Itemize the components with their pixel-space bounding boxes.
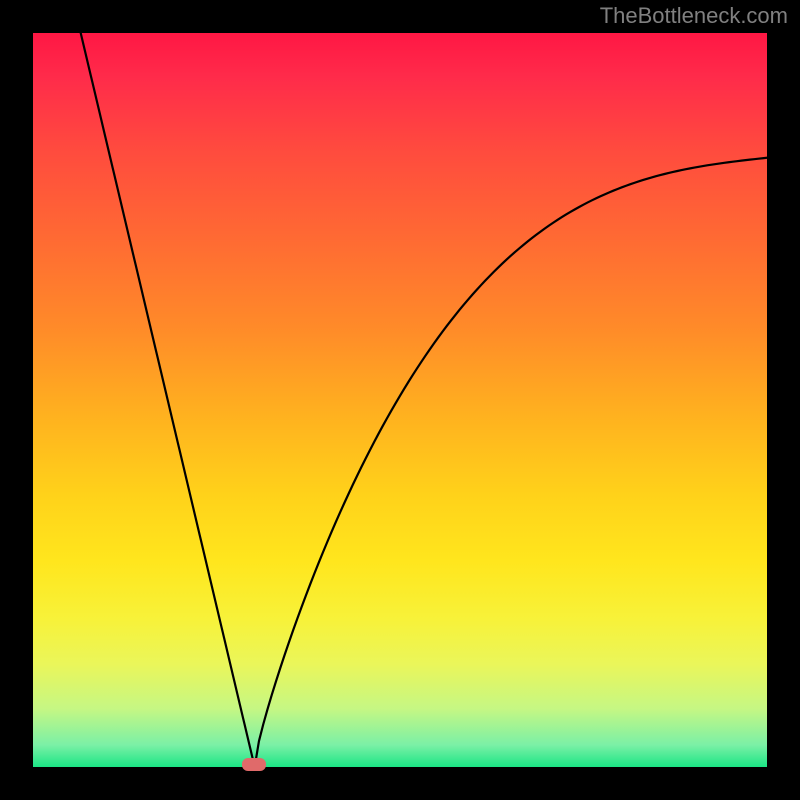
plot-area — [33, 33, 767, 767]
bottleneck-curve — [33, 33, 767, 767]
watermark-text: TheBottleneck.com — [600, 3, 788, 29]
chart-container: TheBottleneck.com — [0, 0, 800, 800]
optimum-marker — [242, 758, 266, 771]
